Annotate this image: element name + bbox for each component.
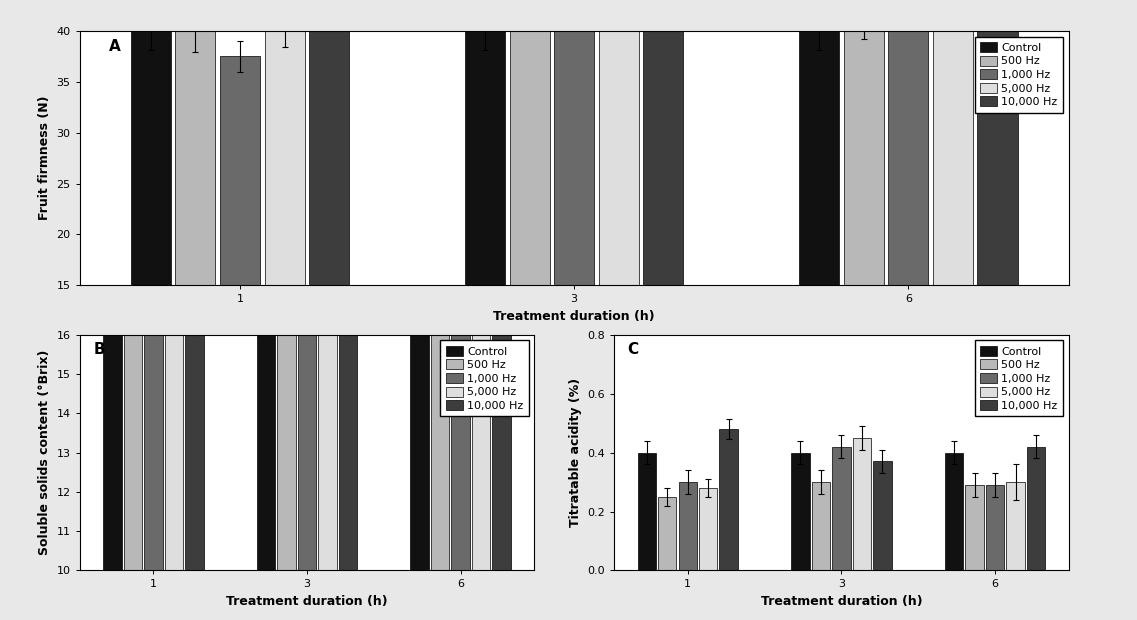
Bar xyxy=(410,40,429,570)
Bar xyxy=(965,485,984,570)
Bar xyxy=(472,60,490,570)
Bar xyxy=(679,482,697,570)
Bar xyxy=(945,453,963,570)
Bar xyxy=(853,438,871,570)
Bar xyxy=(799,25,839,285)
Bar xyxy=(844,14,883,285)
X-axis label: Treatment duration (h): Treatment duration (h) xyxy=(761,595,922,608)
Bar xyxy=(257,40,275,570)
Bar xyxy=(812,482,830,570)
Bar xyxy=(144,84,163,570)
X-axis label: Treatment duration (h): Treatment duration (h) xyxy=(226,595,388,608)
Legend: Control, 500 Hz, 1,000 Hz, 5,000 Hz, 10,000 Hz: Control, 500 Hz, 1,000 Hz, 5,000 Hz, 10,… xyxy=(974,340,1063,417)
Bar xyxy=(124,68,142,570)
Bar xyxy=(986,485,1004,570)
Bar xyxy=(1006,482,1024,570)
Bar xyxy=(888,14,929,285)
Bar xyxy=(644,0,683,285)
Bar xyxy=(699,488,717,570)
Bar xyxy=(554,0,595,285)
Bar xyxy=(131,25,171,285)
Bar xyxy=(103,40,122,570)
Bar xyxy=(339,72,357,570)
Bar xyxy=(277,60,296,570)
Bar xyxy=(873,461,891,570)
Legend: Control, 500 Hz, 1,000 Hz, 5,000 Hz, 10,000 Hz: Control, 500 Hz, 1,000 Hz, 5,000 Hz, 10,… xyxy=(974,37,1063,113)
Bar xyxy=(309,0,349,285)
Bar xyxy=(165,79,183,570)
Y-axis label: Fruit firmness (N): Fruit firmness (N) xyxy=(38,96,51,220)
Bar xyxy=(832,446,850,570)
X-axis label: Treatment duration (h): Treatment duration (h) xyxy=(493,310,655,323)
Bar xyxy=(1027,446,1045,570)
Bar xyxy=(185,60,204,570)
Bar xyxy=(978,0,1018,285)
Bar xyxy=(265,29,305,285)
Bar xyxy=(509,0,549,285)
Bar xyxy=(932,10,973,285)
Bar xyxy=(492,48,511,570)
Bar xyxy=(298,44,316,570)
Legend: Control, 500 Hz, 1,000 Hz, 5,000 Hz, 10,000 Hz: Control, 500 Hz, 1,000 Hz, 5,000 Hz, 10,… xyxy=(440,340,529,417)
Bar xyxy=(465,25,505,285)
Text: B: B xyxy=(93,342,105,357)
Text: C: C xyxy=(628,342,639,357)
Bar xyxy=(599,0,639,285)
Y-axis label: Titratable acidity (%): Titratable acidity (%) xyxy=(568,378,582,527)
Y-axis label: Soluble solids content (°Brix): Soluble solids content (°Brix) xyxy=(38,350,51,556)
Bar xyxy=(175,27,216,285)
Bar xyxy=(638,453,656,570)
Bar xyxy=(219,56,260,285)
Bar xyxy=(791,453,810,570)
Bar xyxy=(451,66,470,570)
Bar xyxy=(431,64,449,570)
Bar xyxy=(318,40,337,570)
Text: A: A xyxy=(109,38,121,53)
Bar xyxy=(658,497,677,570)
Bar xyxy=(720,429,738,570)
